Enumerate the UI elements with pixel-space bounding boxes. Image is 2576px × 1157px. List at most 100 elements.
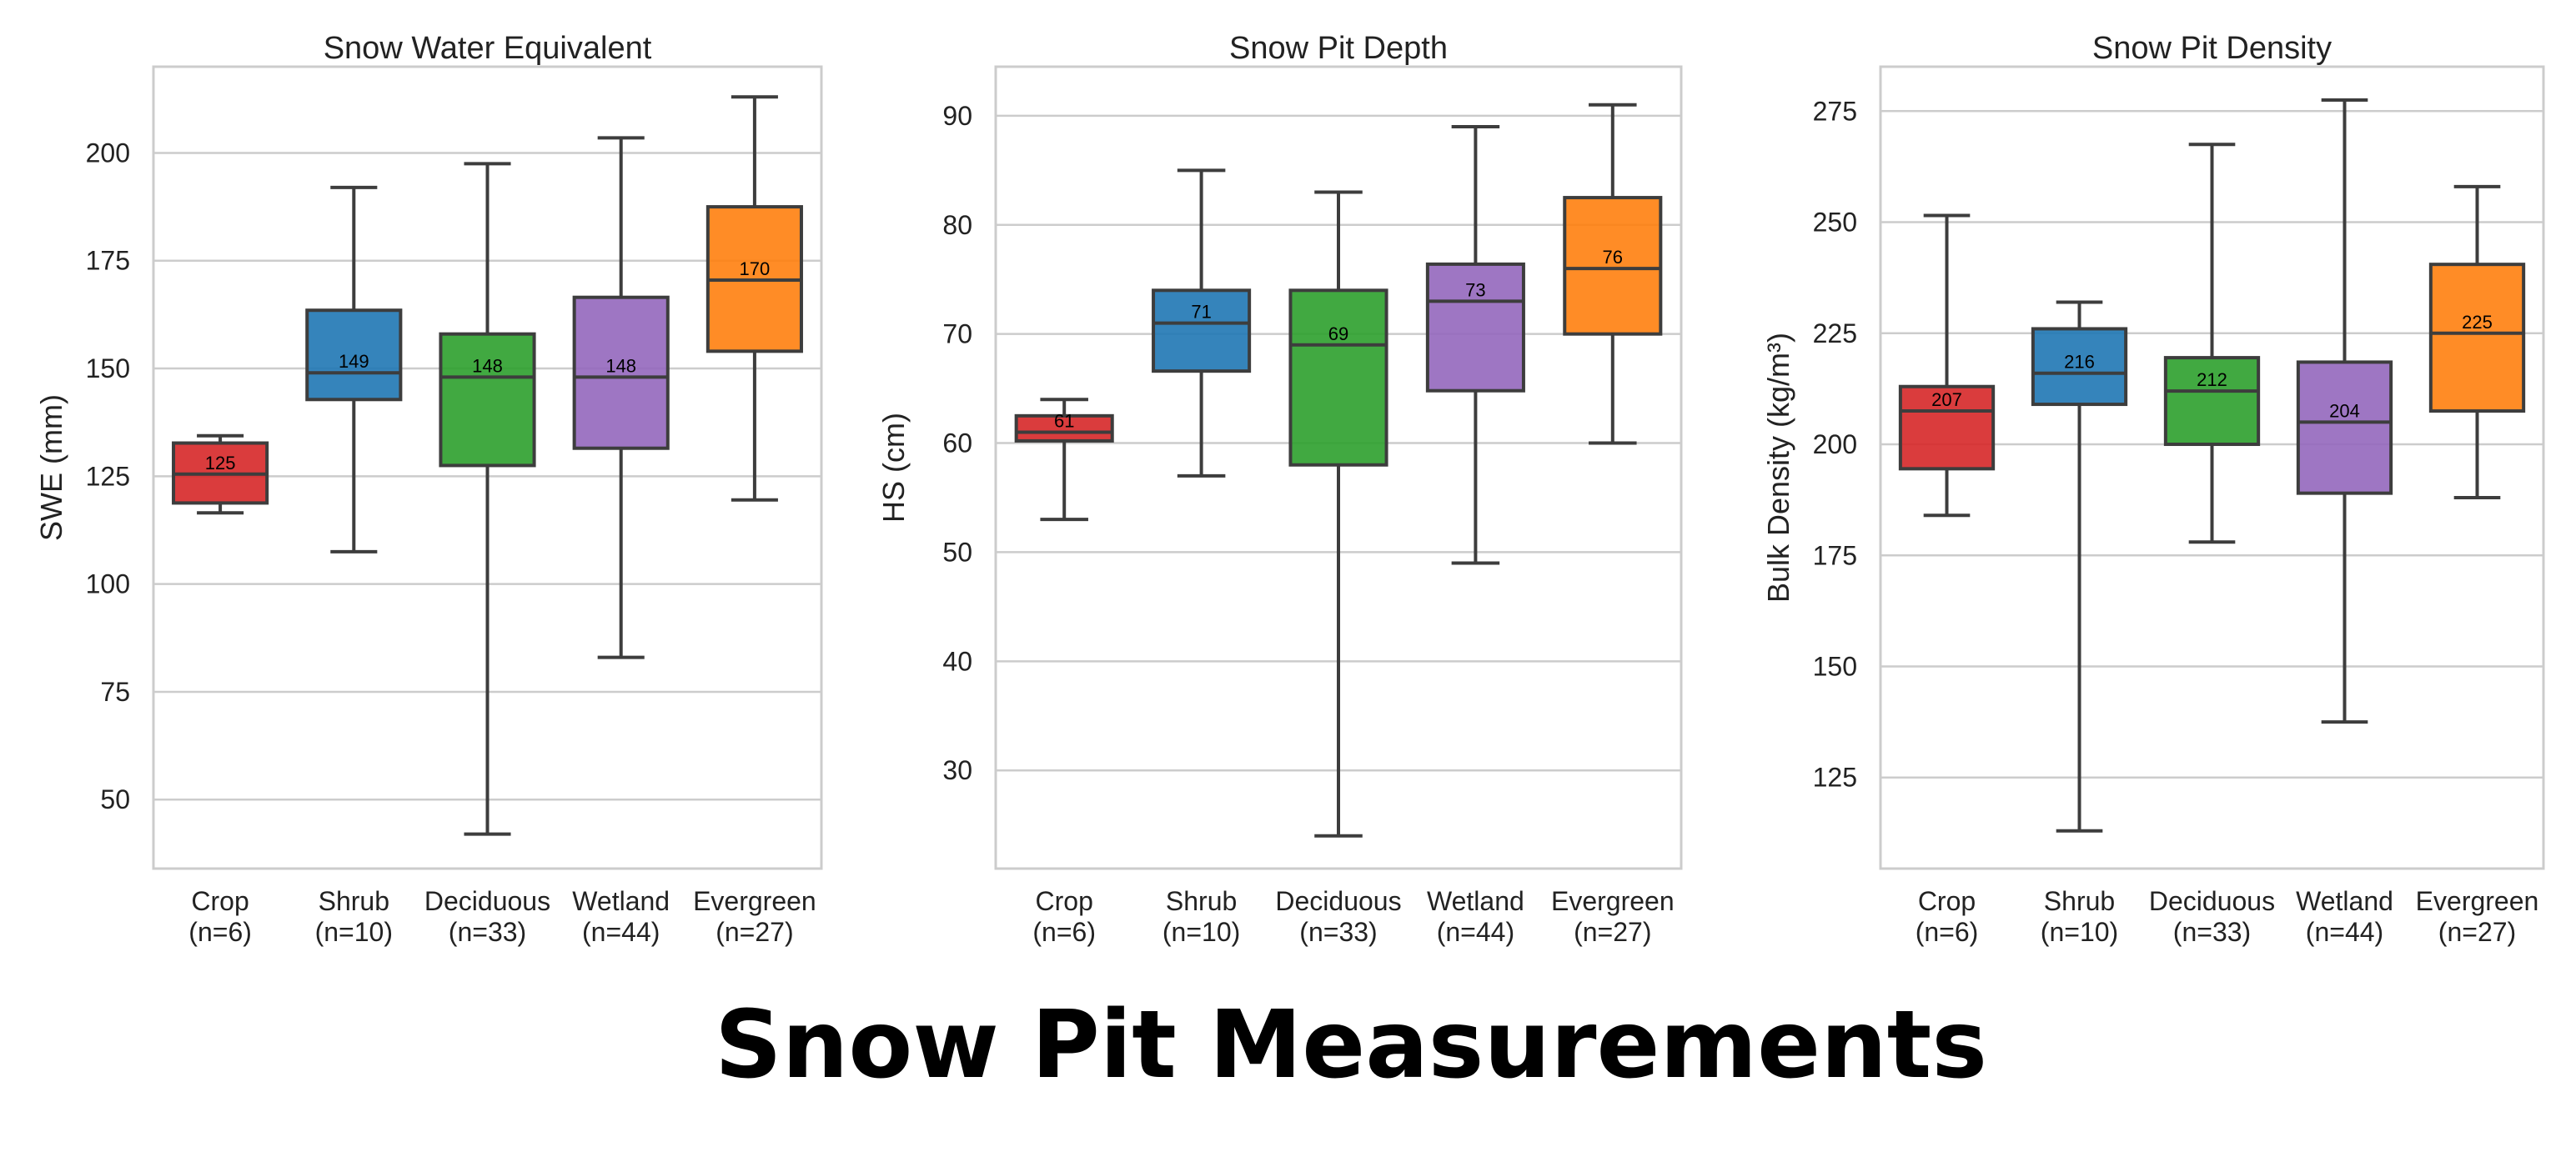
y-tick-label: 150 (86, 353, 130, 383)
y-axis-label: SWE (mm) (34, 394, 68, 541)
chart-panel-1: 50 75 100 125 150 175 200 Snow Water Equivalent… (34, 31, 823, 947)
box-crop: 125 (172, 433, 269, 515)
median-label: 76 (1603, 247, 1623, 268)
plot-frame (994, 65, 1683, 870)
chart-title: Snow Water Equivalent (324, 31, 652, 66)
box-iqr (2031, 327, 2128, 407)
x-tick-label: Deciduous (1275, 886, 1401, 916)
box-iqr (1152, 288, 1252, 373)
median-label: 207 (1931, 389, 1962, 410)
box-shrub: 71 (1152, 168, 1252, 478)
y-tick-label: 50 (942, 537, 972, 567)
box-shrub: 216 (2031, 300, 2128, 833)
y-tick-label: 250 (1813, 208, 1857, 238)
box-deciduous: 69 (1288, 190, 1388, 838)
x-tick-count: (n=6) (1032, 917, 1096, 947)
box-iqr (1288, 288, 1388, 467)
median-label: 148 (472, 355, 503, 376)
box-iqr (2163, 356, 2261, 447)
median-label: 125 (205, 453, 236, 473)
y-tick-label: 40 (942, 646, 972, 676)
x-tick-label: Shrub (319, 886, 389, 916)
box-iqr (1425, 262, 1525, 393)
x-tick-count: (n=10) (2041, 917, 2118, 947)
x-tick-label: Wetland (572, 886, 670, 916)
box-iqr (1563, 196, 1663, 336)
box-iqr (2428, 263, 2526, 413)
box-evergreen: 170 (706, 95, 803, 502)
chart-panel-3: 125 150 175 200 225 250 275 Snow Pit Density Bul… (1761, 31, 2545, 947)
box-wetland: 73 (1425, 124, 1525, 565)
x-tick-count: (n=27) (1574, 917, 1651, 947)
x-tick-label: Wetland (1427, 886, 1524, 916)
plot-frame (152, 65, 823, 870)
y-tick-label: 225 (1813, 318, 1857, 348)
x-tick-count: (n=6) (188, 917, 252, 947)
x-tick-label: Deciduous (2149, 886, 2275, 916)
x-tick-label: Evergreen (2416, 886, 2539, 916)
y-tick-label: 75 (100, 677, 130, 707)
y-tick-label: 175 (86, 246, 130, 276)
x-tick-label: Evergreen (1551, 886, 1675, 916)
x-tick-count: (n=44) (582, 917, 660, 947)
box-evergreen: 76 (1563, 103, 1663, 445)
box-wetland: 148 (572, 136, 670, 659)
y-tick-label: 50 (100, 784, 130, 814)
chart-title: Snow Pit Density (2092, 31, 2332, 66)
box-iqr (439, 332, 536, 468)
box-evergreen: 225 (2428, 184, 2526, 499)
x-tick-count: (n=33) (2173, 917, 2251, 947)
median-label: 225 (2462, 312, 2493, 333)
box-crop: 61 (1014, 398, 1114, 522)
x-tick-count: (n=33) (449, 917, 526, 947)
chart-panels: 50 75 100 125 150 175 200 Snow Water Equivalent… (34, 31, 2545, 947)
box-crop: 207 (1898, 213, 1996, 518)
box-deciduous: 212 (2163, 143, 2261, 544)
x-tick-count: (n=33) (1299, 917, 1377, 947)
y-tick-label: 90 (942, 101, 972, 131)
x-tick-label: Crop (1918, 886, 1976, 916)
y-tick-label: 30 (942, 755, 972, 785)
median-label: 148 (605, 355, 636, 376)
x-tick-count: (n=10) (1162, 917, 1240, 947)
y-tick-label: 200 (86, 138, 130, 168)
chart-panel-2: 30 40 50 60 70 80 90 Snow Pit Depth HS (cm) 61 Cro… (876, 31, 1683, 947)
median-label: 170 (740, 258, 771, 279)
median-label: 149 (339, 351, 369, 372)
y-tick-label: 125 (1813, 763, 1857, 793)
y-tick-label: 80 (942, 210, 972, 240)
x-tick-label: Shrub (1166, 886, 1237, 916)
chart-title: Snow Pit Depth (1229, 31, 1448, 66)
box-iqr (2296, 360, 2393, 495)
x-tick-label: Evergreen (693, 886, 816, 916)
median-label: 212 (2197, 369, 2227, 390)
x-tick-label: Wetland (2296, 886, 2393, 916)
y-tick-label: 125 (86, 461, 130, 491)
y-tick-label: 60 (942, 428, 972, 458)
box-shrub: 149 (305, 185, 403, 553)
y-tick-label: 200 (1813, 429, 1857, 459)
y-tick-label: 100 (86, 569, 130, 599)
x-tick-label: Crop (191, 886, 249, 916)
median-label: 216 (2064, 352, 2095, 373)
box-iqr (572, 295, 670, 450)
figure-suptitle: Snow Pit Measurements (715, 991, 1987, 1099)
y-tick-label: 150 (1813, 652, 1857, 682)
y-axis-label: HS (cm) (876, 413, 911, 523)
x-tick-count: (n=44) (2306, 917, 2383, 947)
box-iqr (1014, 413, 1114, 443)
x-tick-count: (n=27) (2438, 917, 2516, 947)
median-label: 204 (2329, 400, 2360, 421)
x-tick-count: (n=10) (315, 917, 393, 947)
median-label: 69 (1328, 323, 1348, 344)
box-deciduous: 148 (439, 162, 536, 836)
box-wetland: 204 (2296, 98, 2393, 724)
x-tick-label: Deciduous (424, 886, 550, 916)
median-label: 71 (1191, 302, 1211, 323)
y-axis-label: Bulk Density (kg/m³) (1761, 333, 1795, 603)
plot-frame (1879, 65, 2545, 870)
y-tick-label: 175 (1813, 540, 1857, 570)
x-tick-count: (n=44) (1437, 917, 1514, 947)
y-tick-label: 275 (1813, 96, 1857, 126)
